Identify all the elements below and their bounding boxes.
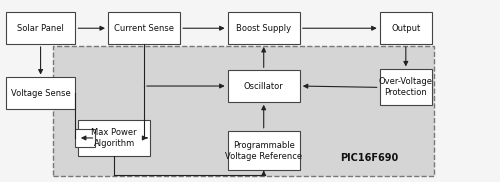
Text: Max Power
Algorithm: Max Power Algorithm	[92, 128, 137, 148]
Bar	[78, 120, 150, 156]
Text: PIC16F690: PIC16F690	[340, 153, 398, 163]
Text: Solar Panel: Solar Panel	[17, 24, 64, 33]
Bar	[6, 12, 75, 44]
Text: Current Sense: Current Sense	[114, 24, 174, 33]
Text: Programmable
Voltage Reference: Programmable Voltage Reference	[225, 141, 302, 161]
Bar	[108, 12, 180, 44]
Text: Output: Output	[391, 24, 420, 33]
Bar	[228, 12, 300, 44]
Bar	[228, 70, 300, 102]
Bar	[228, 131, 300, 171]
Text: Voltage Sense: Voltage Sense	[10, 89, 70, 98]
Text: Over-Voltage
Protection: Over-Voltage Protection	[379, 77, 433, 97]
Bar	[380, 69, 432, 105]
Bar	[6, 78, 75, 109]
Text: Boost Supply: Boost Supply	[236, 24, 292, 33]
Bar	[380, 12, 432, 44]
Bar	[76, 129, 96, 147]
Bar	[53, 46, 434, 176]
Text: Oscillator: Oscillator	[244, 82, 284, 90]
